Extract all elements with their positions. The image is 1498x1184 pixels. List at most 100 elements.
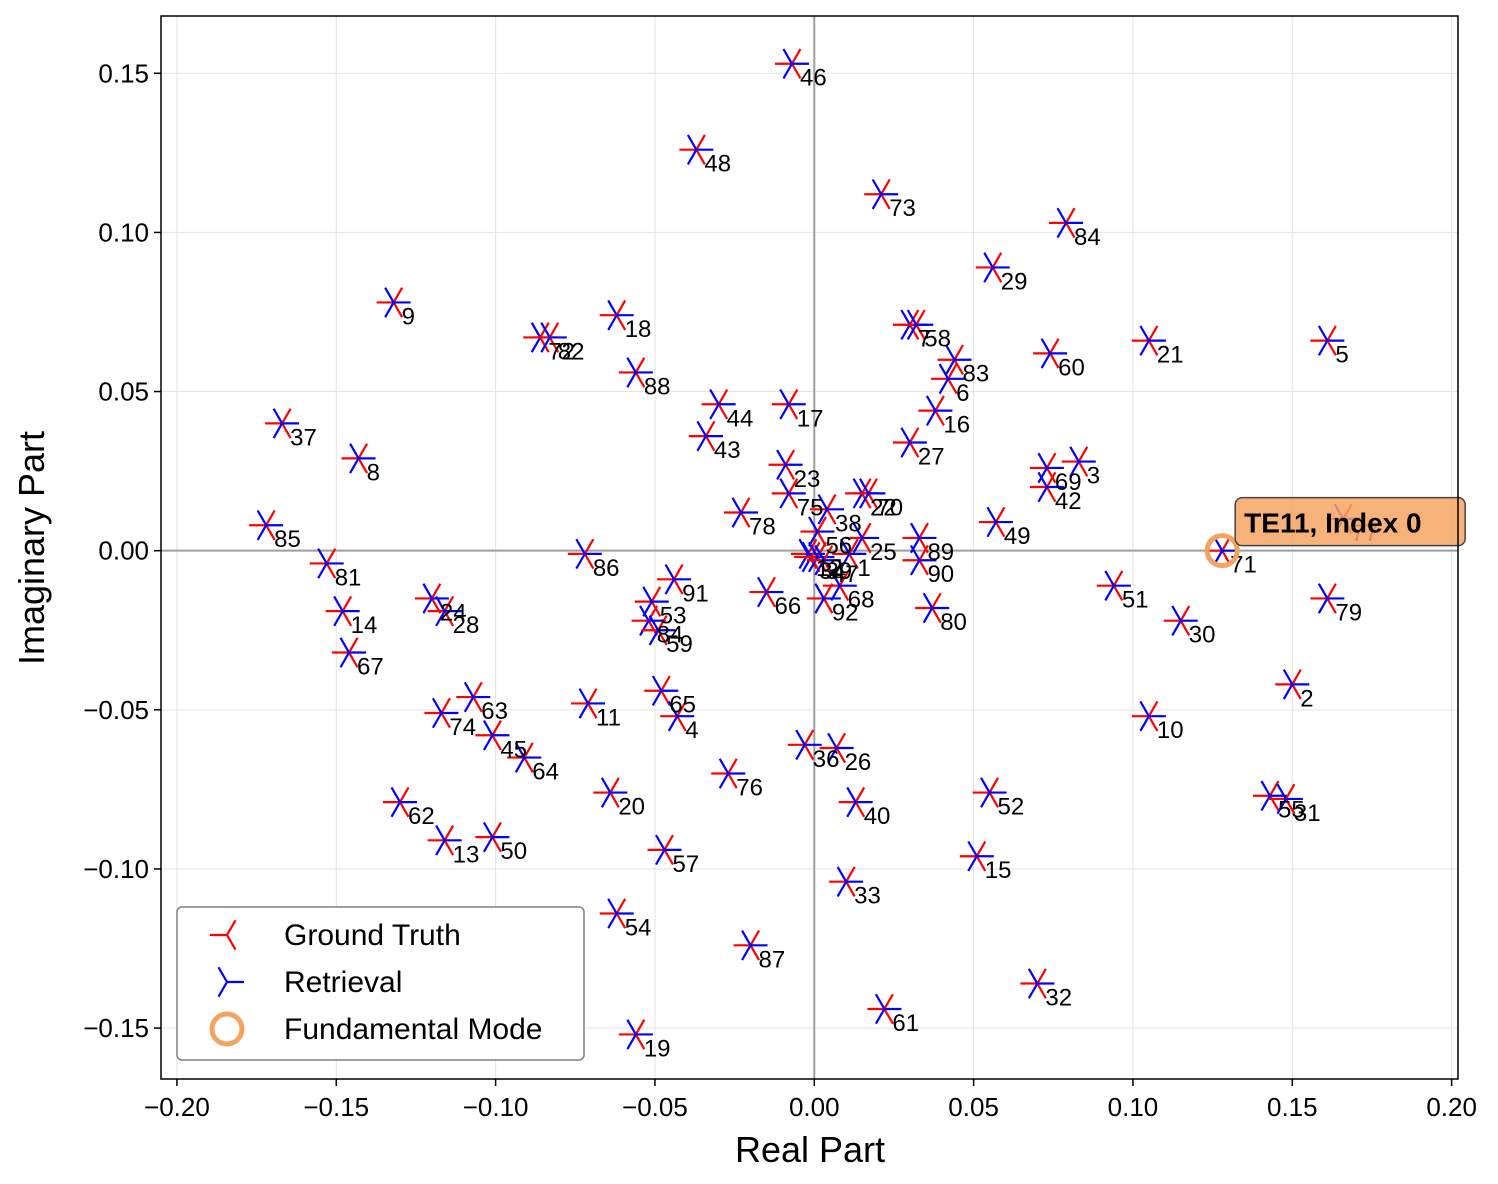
ground-truth-point (733, 930, 760, 961)
retrieval-point (846, 786, 873, 818)
retrieval-point (986, 506, 1013, 538)
ground-truth-point (749, 576, 776, 608)
point-label: 22 (870, 494, 897, 521)
point-label: 84 (1074, 224, 1101, 251)
point-label: 24 (440, 599, 467, 626)
retrieval-point (779, 389, 806, 420)
ground-truth-point (959, 840, 987, 872)
retrieval-point (626, 357, 653, 388)
retrieval-point (333, 595, 360, 627)
point-label: 61 (892, 1010, 919, 1037)
point-label: 33 (854, 883, 881, 910)
retrieval-point (482, 720, 510, 751)
ground-truth-point (774, 48, 802, 80)
ground-truth-point (688, 420, 716, 452)
retrieval-point (871, 178, 899, 210)
point-label: 53 (660, 603, 687, 630)
retrieval-point (431, 697, 459, 729)
ground-truth-point (902, 522, 929, 554)
ground-truth-point (867, 993, 894, 1025)
ground-truth-point (507, 742, 534, 773)
point-label: 34 (819, 558, 846, 585)
retrieval-point (967, 840, 994, 872)
point-label: 37 (290, 424, 317, 451)
point-label: 63 (481, 698, 508, 725)
retrieval-point (906, 309, 934, 340)
point-label: 46 (800, 65, 827, 92)
ground-truth-point (892, 427, 920, 458)
retrieval-point (757, 576, 784, 608)
retrieval-point (909, 522, 937, 554)
ground-truth-point (265, 408, 292, 439)
retrieval-point (1027, 968, 1055, 999)
retrieval-point (900, 427, 927, 458)
point-label: 48 (704, 151, 731, 178)
point-label: 59 (666, 631, 693, 658)
retrieval-point (667, 700, 695, 732)
retrieval-point (731, 497, 758, 528)
retrieval-point (600, 777, 628, 808)
ground-truth-point (771, 478, 799, 509)
ground-truth-point (829, 866, 856, 897)
point-label: 49 (1004, 523, 1031, 550)
retrieval-point (1282, 669, 1310, 700)
fundamental-mode-layer: TE11, Index 0 (1204, 496, 1466, 569)
fundamental-mode-marker (1204, 533, 1240, 569)
ground-truth-point (309, 548, 337, 579)
x-tick-label: −0.15 (303, 1092, 369, 1122)
point-label: 27 (918, 443, 945, 470)
point-label: 88 (644, 373, 671, 400)
point-label: 73 (889, 195, 916, 222)
point-label: 76 (736, 774, 763, 801)
ground-truth-point (723, 497, 751, 528)
ground-truth-point (899, 309, 926, 340)
point-label: 44 (727, 405, 754, 432)
retrieval-point (1104, 570, 1131, 601)
point-label: 64 (532, 759, 559, 786)
ground-truth-point (456, 681, 483, 713)
retrieval-point (384, 287, 411, 318)
y-tick-label: −0.05 (83, 695, 149, 725)
ground-truth-point (810, 494, 837, 525)
point-label: 86 (593, 555, 620, 582)
point-label: 83 (962, 361, 989, 388)
retrieval-point (1139, 700, 1166, 732)
ground-truth-point (599, 898, 627, 929)
point-label: 85 (274, 526, 301, 553)
x-axis-label: Real Part (735, 1129, 885, 1170)
x-tick-label: 0.15 (1267, 1092, 1318, 1122)
retrieval-point (836, 866, 864, 897)
ticks-layer: −0.20 −0.15 −0.10 −0.05 0.00 0.05 0.10 0.15 0.20… (83, 58, 1477, 1122)
point-label: 78 (749, 513, 776, 540)
legend-ground-truth-marker (210, 919, 237, 951)
legend-box (176, 906, 585, 1061)
retrieval-point (814, 583, 841, 614)
ground-truth-point (819, 732, 847, 764)
retrieval-point (317, 548, 344, 579)
point-label: 32 (1045, 985, 1072, 1012)
point-label: 16 (943, 412, 970, 439)
retrieval-point (1317, 325, 1345, 356)
retrieval-point (859, 478, 886, 509)
ground-truth-point (475, 821, 502, 853)
retrieval-point (540, 322, 567, 353)
retrieval-point (390, 786, 418, 818)
retrieval-point (827, 732, 854, 764)
legend-entry-label: Ground Truth (284, 919, 461, 952)
ground-truth-point (787, 729, 815, 761)
point-label: 54 (625, 915, 652, 942)
retrieval-point (1171, 605, 1198, 636)
retrieval-point (435, 825, 462, 856)
point-label: 38 (835, 510, 862, 537)
point-label: 5 (1335, 342, 1348, 369)
retrieval-point (795, 729, 822, 761)
retrieval-point (578, 688, 606, 719)
retrieval-point (922, 592, 950, 624)
ground-truth-point (660, 700, 687, 732)
point-label: 2 (1300, 685, 1313, 712)
point-label: 66 (774, 593, 801, 620)
ground-truth-point (249, 509, 276, 541)
ground-truth-point (679, 134, 706, 165)
retrieval-point (1056, 207, 1084, 239)
